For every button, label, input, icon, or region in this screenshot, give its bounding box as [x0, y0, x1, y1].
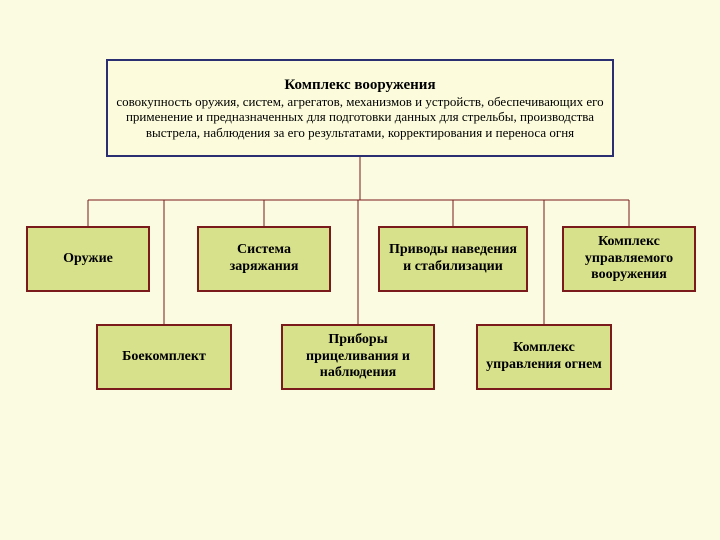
- child-label: Система заряжания: [207, 242, 321, 276]
- child-label: Приводы наведения и стабилизации: [388, 242, 518, 276]
- root-body: совокупность оружия, систем, агрегатов, …: [116, 94, 604, 141]
- child-node-kompleks-upravleniya-ognem: Комплекс управления огнем: [476, 324, 612, 390]
- child-label: Комплекс управляемого вооружения: [572, 234, 686, 284]
- child-label: Оружие: [63, 251, 113, 268]
- root-title: Комплекс вооружения: [284, 76, 435, 94]
- child-label: Боекомплект: [122, 349, 206, 366]
- diagram-canvas: Комплекс вооружения совокупность оружия,…: [0, 0, 720, 540]
- child-node-privody-navedeniya: Приводы наведения и стабилизации: [378, 226, 528, 292]
- root-node: Комплекс вооружения совокупность оружия,…: [106, 59, 614, 157]
- child-node-kompleks-upravlyaemogo: Комплекс управляемого вооружения: [562, 226, 696, 292]
- child-node-oruzhie: Оружие: [26, 226, 150, 292]
- child-label: Комплекс управления огнем: [486, 340, 602, 374]
- child-node-boekomplekt: Боекомплект: [96, 324, 232, 390]
- child-node-sistema-zaryazhaniya: Система заряжания: [197, 226, 331, 292]
- child-node-pribory-pritselivaniya: Приборы прицеливания и наблюдения: [281, 324, 435, 390]
- child-label: Приборы прицеливания и наблюдения: [291, 332, 425, 382]
